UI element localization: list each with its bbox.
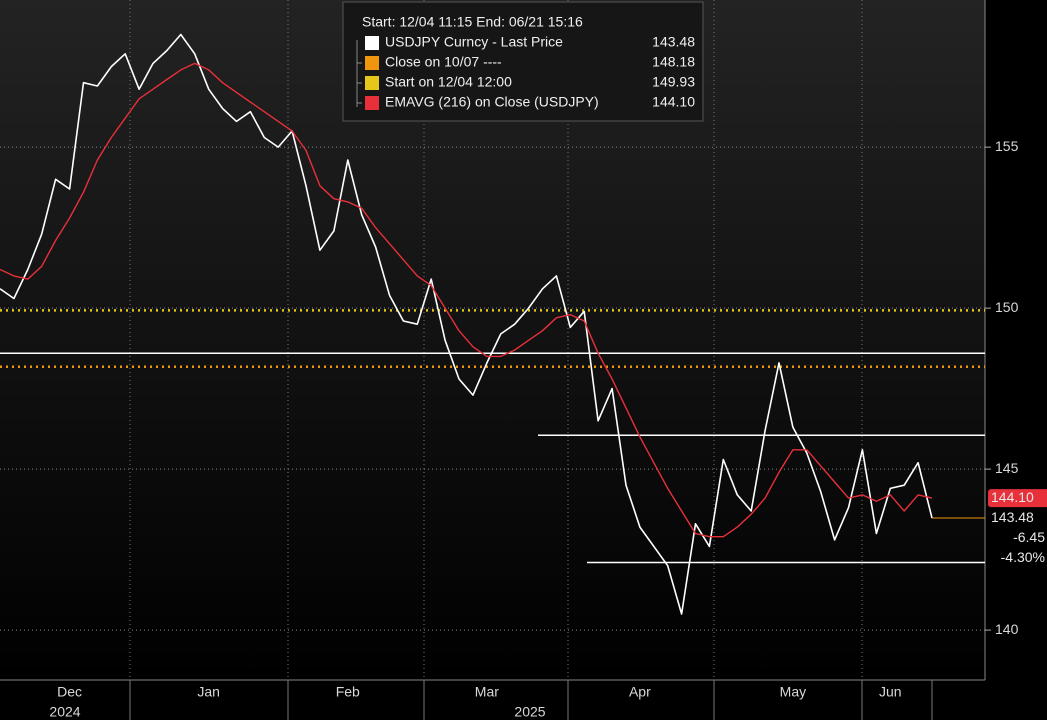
last-value-box [988, 489, 1047, 508]
change-label: -6.45 [1013, 529, 1045, 545]
x-tick-label: Jun [879, 684, 902, 700]
legend-box [342, 1, 704, 122]
y-tick-label: 145 [995, 460, 1019, 476]
axis-background [985, 0, 1047, 720]
legend-value: 144.10 [652, 94, 695, 110]
year-label: 2025 [514, 704, 545, 720]
series-line [0, 62, 933, 538]
legend-value: 143.48 [652, 34, 695, 50]
series-line [0, 33, 933, 615]
x-tick-label: Feb [336, 684, 360, 700]
y-tick-label: 140 [995, 621, 1019, 637]
x-tick-label: Jan [197, 684, 220, 700]
legend-header: Start: 12/04 11:15 End: 06/21 15:16 [362, 14, 583, 30]
year-label: 2024 [49, 704, 80, 720]
x-tick-label: May [780, 684, 806, 700]
y-tick-label: 150 [995, 299, 1019, 315]
change-pct-label: -4.30% [1001, 549, 1045, 565]
x-tick-label: Dec [57, 684, 82, 700]
legend-label: Close on 10/07 ---- [385, 54, 502, 70]
x-tick-label: Apr [629, 684, 651, 700]
legend-value: 148.18 [652, 54, 695, 70]
legend-swatch [365, 56, 379, 70]
ema-last-label: 144.10 [991, 489, 1034, 505]
price-last-label: 143.48 [991, 509, 1034, 525]
legend-label: Start on 12/04 12:00 [385, 74, 512, 90]
legend-label: EMAVG (216) on Close (USDJPY) [385, 94, 599, 110]
last-value-box [988, 509, 1047, 528]
legend-swatch [365, 96, 379, 110]
legend: Start: 12/04 11:15 End: 06/21 15:16 USDJ… [342, 1, 704, 122]
legend-swatch [365, 76, 379, 90]
y-tick-label: 155 [995, 138, 1019, 154]
x-tick-label: Mar [475, 684, 499, 700]
legend-connector [356, 40, 362, 107]
legend-value: 149.93 [652, 74, 695, 90]
legend-swatch [365, 36, 379, 50]
axis-background [0, 680, 985, 720]
legend-label: USDJPY Curncy - Last Price [385, 34, 563, 50]
